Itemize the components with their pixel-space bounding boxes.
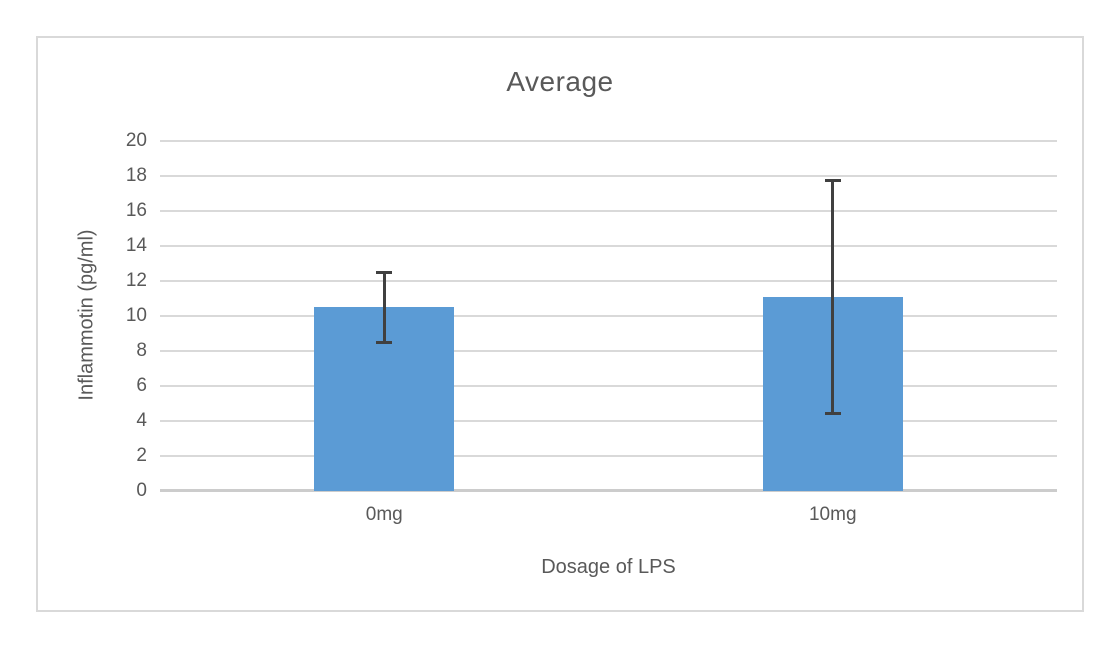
x-axis-labels: 0mg 10mg xyxy=(160,503,1057,527)
y-tick-label: 12 xyxy=(125,270,147,291)
y-tick-label: 6 xyxy=(136,375,147,396)
y-tick-label: 16 xyxy=(125,200,147,221)
error-bar-line-10mg xyxy=(831,180,835,414)
y-tick-label: 2 xyxy=(136,445,147,466)
x-axis-title: Dosage of LPS xyxy=(541,556,676,578)
error-bar-top-cap-0mg xyxy=(376,270,393,274)
gridline xyxy=(160,455,1057,457)
y-tick-label: 0 xyxy=(136,480,147,501)
x-category-label-0mg: 0mg xyxy=(365,504,403,525)
y-tick-label: 8 xyxy=(136,340,147,361)
gridline xyxy=(160,420,1057,422)
error-bar-line-0mg xyxy=(382,272,386,343)
y-tick-label: 20 xyxy=(125,130,147,151)
y-tick-label: 14 xyxy=(125,235,147,256)
x-axis-line xyxy=(160,489,1057,492)
x-category-label-10mg: 10mg xyxy=(808,504,857,525)
gridline xyxy=(160,210,1057,212)
error-bar-bottom-cap-10mg xyxy=(824,411,841,415)
gridline xyxy=(160,175,1057,177)
gridline xyxy=(160,385,1057,387)
y-tick-label: 10 xyxy=(125,305,147,326)
gridline xyxy=(160,350,1057,352)
gridline xyxy=(160,245,1057,247)
y-tick-label: 4 xyxy=(136,410,147,431)
y-axis-ticks: 0 2 4 6 8 10 12 14 16 18 20 xyxy=(38,130,147,501)
gridline xyxy=(160,140,1057,142)
chart-frame: Average Inflammotin (pg/ml) 0 2 4 6 8 10 12 14 1… xyxy=(36,36,1084,612)
chart-title: Average xyxy=(506,66,614,97)
gridline xyxy=(160,315,1057,317)
error-bar-bottom-cap-0mg xyxy=(376,340,393,344)
plot-area xyxy=(160,140,1057,492)
gridline xyxy=(160,280,1057,282)
error-bar-top-cap-10mg xyxy=(824,178,841,182)
y-tick-label: 18 xyxy=(125,165,147,186)
